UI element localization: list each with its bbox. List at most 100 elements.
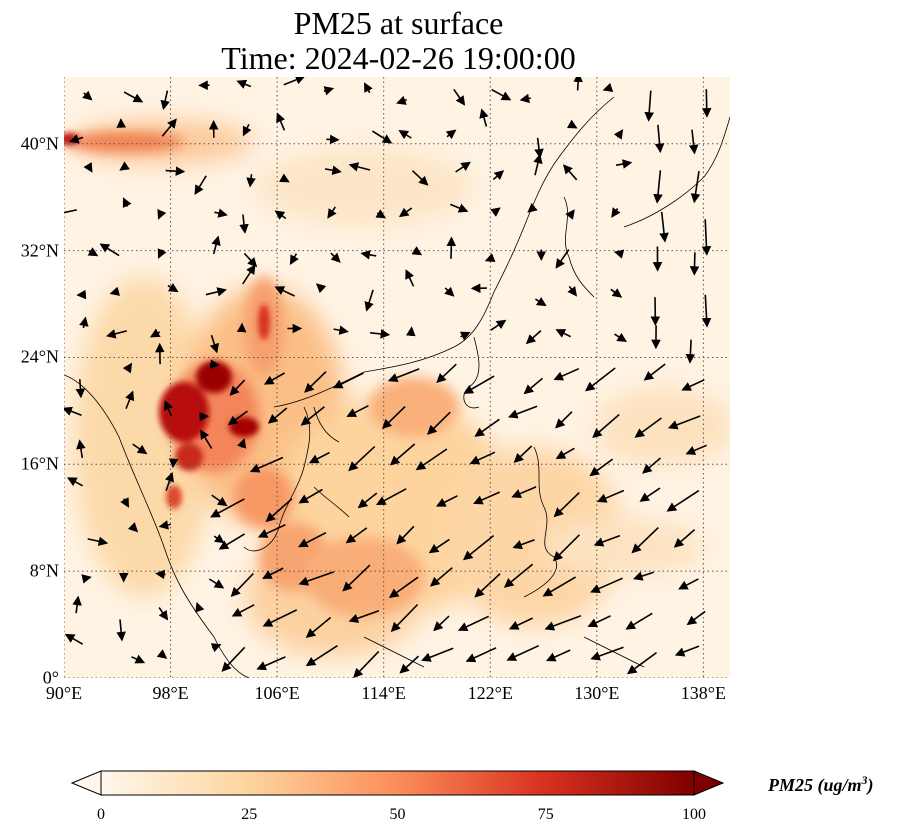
wind-arrow — [262, 567, 284, 579]
y-tick-label: 8°N — [29, 560, 59, 581]
wind-arrow — [161, 118, 177, 137]
colorbar-tick-label: 0 — [97, 806, 105, 823]
wind-arrow — [195, 601, 205, 613]
wind-arrow — [590, 577, 623, 593]
wind-arrow — [701, 89, 712, 118]
wind-arrow — [455, 161, 471, 173]
wind-arrow — [256, 656, 286, 671]
wind-arrow — [265, 498, 293, 523]
wind-arrow — [644, 90, 654, 122]
colorbar-label: PM25 (ug/m3) — [768, 773, 874, 795]
wind-arrow — [445, 129, 457, 140]
wind-arrow — [242, 124, 252, 137]
wind-arrow — [132, 443, 148, 455]
wind-arrow — [512, 538, 535, 550]
wind-arrow — [429, 567, 453, 587]
wind-arrow — [396, 525, 415, 545]
wind-arrow — [678, 578, 699, 590]
wind-arrow — [249, 456, 284, 473]
map-title: PM25 at surface — [293, 5, 504, 41]
wind-arrow — [625, 612, 653, 630]
wind-arrow — [119, 161, 130, 171]
wind-arrow — [211, 494, 228, 507]
wind-arrow — [396, 95, 407, 105]
wind-arrow — [158, 607, 169, 621]
wind-arrow — [116, 619, 126, 642]
wind-arrow — [527, 202, 538, 213]
wind-arrow — [593, 534, 621, 547]
wind-arrow — [473, 491, 501, 505]
wind-arrow — [200, 429, 213, 449]
colorbar-tick-label: 100 — [682, 806, 706, 823]
wind-arrow — [686, 610, 706, 626]
wind-arrow — [69, 134, 84, 144]
wind-arrow — [87, 536, 109, 546]
wind-arrow — [64, 633, 84, 645]
wind-arrow — [283, 77, 306, 86]
wind-arrow — [326, 134, 340, 145]
wind-arrow — [689, 252, 700, 276]
wind-arrow — [387, 368, 420, 383]
wind-arrow — [64, 406, 82, 417]
wind-arrow — [428, 538, 450, 554]
wind-arrow — [237, 438, 247, 449]
wind-arrow — [364, 82, 373, 94]
wind-arrow — [348, 162, 371, 172]
wind-arrow — [348, 610, 380, 623]
wind-arrow — [371, 130, 393, 144]
wind-arrow — [474, 418, 500, 437]
wind-arrow — [120, 497, 130, 508]
wind-arrow — [398, 130, 412, 140]
wind-arrow — [642, 457, 662, 474]
wind-arrow — [315, 283, 327, 294]
wind-arrow — [388, 576, 419, 599]
wind-arrow — [511, 486, 537, 499]
wind-arrow — [585, 367, 616, 392]
wind-arrow — [208, 578, 225, 589]
wind-arrow — [398, 207, 413, 218]
y-tick-label: 16°N — [20, 453, 59, 474]
wind-arrow — [231, 604, 255, 617]
wind-arrow — [685, 339, 696, 364]
wind-arrow — [300, 406, 325, 426]
wind-arrow — [654, 124, 665, 154]
wind-arrow — [64, 208, 77, 218]
wind-arrow — [257, 523, 286, 538]
wind-arrow — [553, 492, 580, 518]
wind-arrow — [156, 649, 168, 659]
x-tick-label: 106°E — [254, 683, 300, 703]
wind-arrow — [298, 571, 335, 586]
wind-arrow — [127, 522, 139, 533]
wind-arrow — [218, 533, 246, 550]
wind-arrow — [360, 250, 377, 260]
wind-arrow — [552, 534, 580, 562]
wind-arrow — [157, 248, 167, 259]
wind-arrow — [469, 451, 496, 465]
wind-arrow — [353, 650, 380, 678]
x-tick-label: 122°E — [467, 683, 513, 703]
wind-arrow — [230, 573, 254, 598]
wind-arrow — [587, 615, 611, 628]
wind-arrow — [427, 411, 451, 435]
wind-arrow — [614, 332, 627, 343]
wind-arrow — [305, 616, 332, 639]
wind-arrow — [327, 206, 337, 219]
wind-arrow — [674, 645, 700, 657]
wind-arrow — [342, 564, 371, 592]
wind-arrow — [263, 372, 285, 385]
wind-arrow — [109, 286, 121, 296]
wind-arrow — [106, 329, 127, 339]
wind-arrow — [389, 443, 416, 466]
wind-arrow — [566, 119, 578, 129]
wind-arrow — [544, 615, 582, 631]
wind-arrow — [274, 286, 295, 297]
wind-arrow — [157, 209, 167, 220]
wind-arrow — [491, 88, 512, 101]
wind-arrow — [490, 207, 501, 217]
wind-arrow — [701, 219, 712, 256]
wind-arrow — [122, 362, 133, 374]
wind-arrow — [562, 164, 578, 181]
wind-arrow — [631, 527, 659, 554]
wind-arrow — [375, 209, 387, 219]
wind-arrow — [627, 651, 657, 675]
